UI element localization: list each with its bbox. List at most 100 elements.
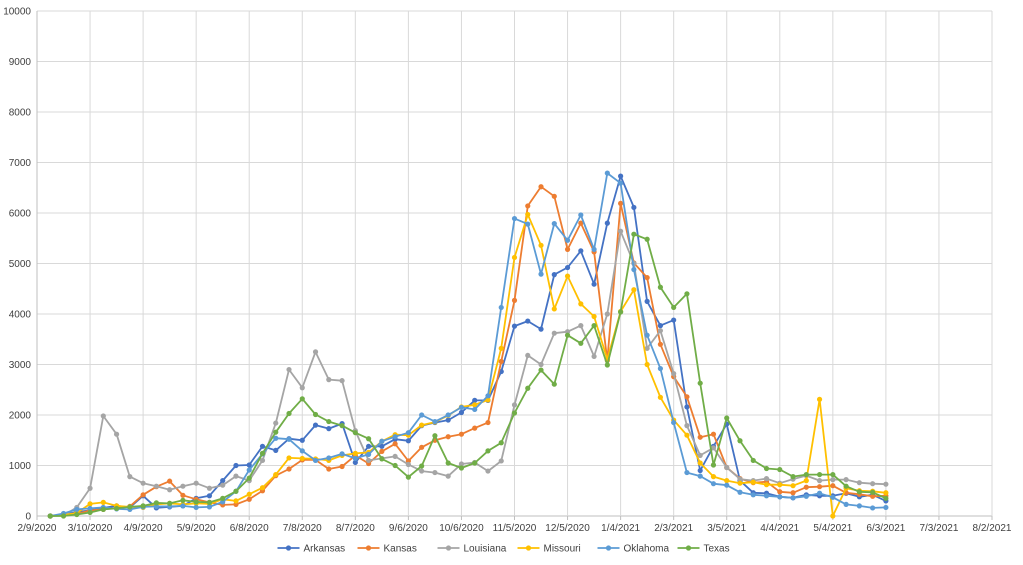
x-tick-label: 9/6/2020 <box>389 523 428 534</box>
y-tick-label: 6000 <box>9 209 32 220</box>
data-point <box>644 361 650 368</box>
data-point <box>657 323 664 329</box>
y-tick-label: 9000 <box>9 57 32 68</box>
series-kansas <box>47 184 889 519</box>
data-point <box>87 501 93 507</box>
data-point <box>777 482 783 488</box>
data-point <box>246 467 252 473</box>
data-point <box>299 448 305 454</box>
data-point <box>379 448 385 454</box>
data-point <box>538 367 544 373</box>
data-point <box>790 495 796 501</box>
x-tick-label: 5/4/2021 <box>813 523 852 534</box>
data-point <box>697 473 703 479</box>
data-point <box>697 380 703 386</box>
data-point <box>816 478 823 484</box>
data-point <box>472 397 478 403</box>
data-point <box>710 445 717 451</box>
y-tick-label: 8000 <box>9 108 32 119</box>
data-point <box>591 246 597 252</box>
data-point <box>564 237 571 243</box>
data-point <box>286 410 292 417</box>
data-point <box>273 420 279 426</box>
legend-label: Missouri <box>544 544 581 555</box>
series-line <box>50 213 887 517</box>
data-point <box>737 476 743 482</box>
data-point <box>591 281 597 287</box>
legend-swatch-marker <box>285 545 292 551</box>
data-point <box>220 482 226 488</box>
data-point <box>246 496 252 502</box>
data-point <box>538 242 544 248</box>
data-point <box>458 409 465 416</box>
data-point <box>564 332 571 338</box>
data-point <box>140 503 146 509</box>
data-point <box>551 272 557 278</box>
data-point <box>684 423 690 429</box>
x-tick-label: 8/7/2020 <box>336 523 375 534</box>
data-point <box>790 474 796 480</box>
data-point <box>445 460 451 466</box>
data-point <box>312 422 319 428</box>
data-point <box>684 394 690 400</box>
data-point <box>233 488 239 494</box>
data-point <box>511 254 518 261</box>
data-point <box>485 419 491 426</box>
data-point <box>365 451 372 457</box>
data-point <box>458 465 465 471</box>
legend-item: Kansas <box>357 544 417 555</box>
data-point <box>816 396 823 402</box>
data-point <box>193 480 199 486</box>
data-point <box>724 464 730 471</box>
data-point <box>870 493 876 499</box>
x-tick-label: 3/10/2020 <box>68 523 113 534</box>
data-point <box>206 499 213 505</box>
data-point <box>684 469 690 476</box>
data-point <box>551 306 557 312</box>
data-point <box>578 340 584 346</box>
data-point <box>631 231 637 237</box>
legend-item: Arkansas <box>277 544 345 555</box>
data-point <box>140 480 146 486</box>
data-point <box>790 490 796 496</box>
data-point <box>511 410 518 416</box>
data-point <box>578 212 584 218</box>
data-point <box>525 385 531 391</box>
data-point <box>180 483 186 489</box>
data-point <box>657 284 664 290</box>
data-point <box>74 506 80 513</box>
data-point <box>763 465 770 472</box>
data-point <box>564 246 571 252</box>
data-point <box>87 505 93 512</box>
data-point <box>312 457 319 464</box>
data-point <box>763 482 770 488</box>
legend-swatch-marker <box>605 545 612 551</box>
data-point <box>498 304 504 311</box>
data-point <box>618 228 624 234</box>
data-point <box>100 499 106 505</box>
data-point <box>153 483 159 489</box>
data-point <box>697 452 703 458</box>
data-point <box>525 211 531 218</box>
data-point <box>883 490 889 496</box>
x-tick-label: 11/5/2020 <box>493 523 537 534</box>
data-point <box>472 406 478 413</box>
legend-label: Oklahoma <box>624 544 670 555</box>
data-point <box>206 493 213 499</box>
data-point <box>737 489 743 495</box>
data-point <box>392 462 398 469</box>
data-point <box>870 505 876 511</box>
data-point <box>538 326 544 332</box>
y-tick-label: 2000 <box>9 411 32 422</box>
data-point <box>618 309 624 315</box>
data-point <box>167 487 173 493</box>
x-tick-label: 5/9/2020 <box>177 523 216 534</box>
data-point <box>326 426 332 432</box>
data-point <box>180 492 186 498</box>
data-point <box>405 474 411 480</box>
data-point <box>392 441 398 447</box>
data-point <box>803 471 809 478</box>
data-point <box>644 298 650 304</box>
data-point <box>538 271 544 277</box>
